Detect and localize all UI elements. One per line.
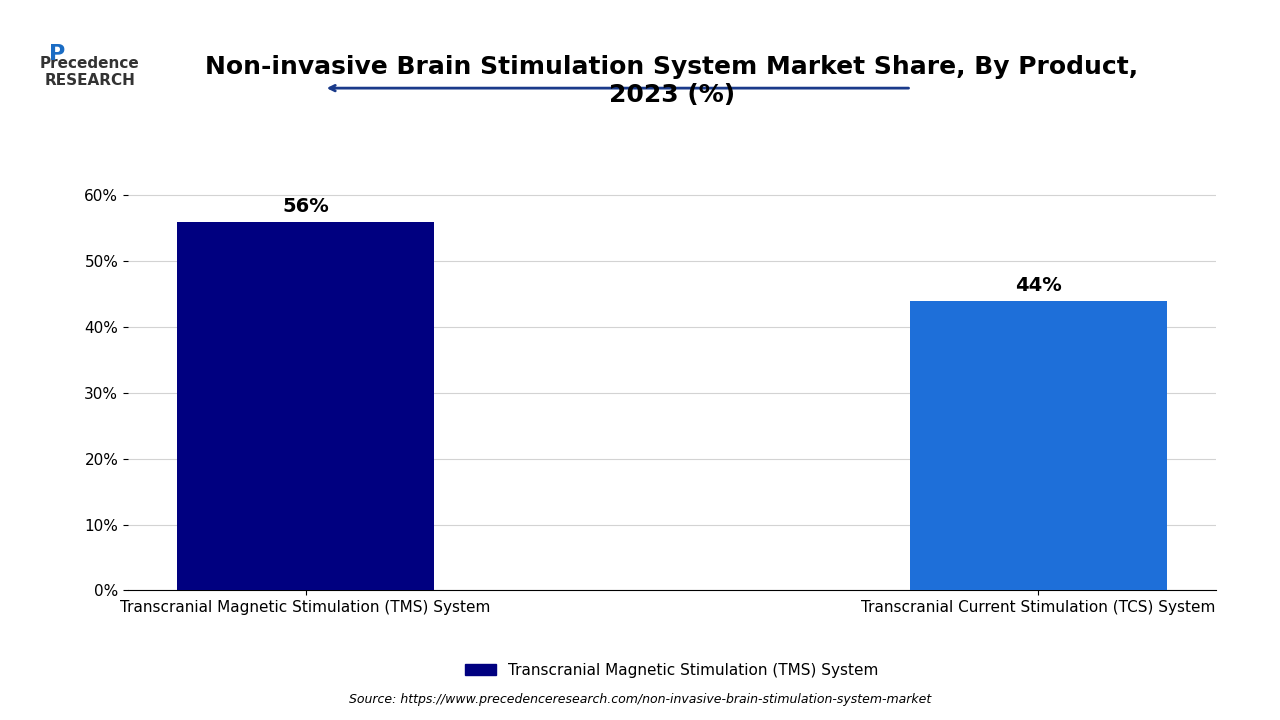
Legend: Transcranial Magnetic Stimulation (TMS) System: Transcranial Magnetic Stimulation (TMS) … [460, 657, 884, 684]
Text: P: P [50, 44, 65, 64]
Bar [910, 301, 1166, 590]
Text: 44%: 44% [1015, 276, 1061, 295]
Title: Non-invasive Brain Stimulation System Market Share, By Product,
2023 (%): Non-invasive Brain Stimulation System Ma… [205, 55, 1139, 107]
Text: Source: https://www.precedenceresearch.com/non-invasive-brain-stimulation-system: Source: https://www.precedenceresearch.c… [349, 693, 931, 706]
Bar [178, 222, 434, 590]
Text: Precedence
RESEARCH: Precedence RESEARCH [40, 55, 140, 89]
Text: 56%: 56% [283, 197, 329, 217]
